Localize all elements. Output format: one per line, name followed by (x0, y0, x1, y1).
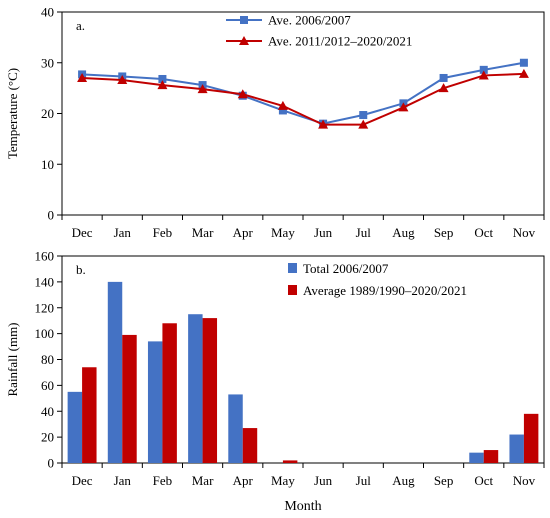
data-point-series-1 (359, 111, 368, 120)
rainfall-y-axis-title: Rainfall (mm) (5, 322, 20, 396)
x-tick-label: May (271, 225, 295, 240)
bar-series-1 (67, 391, 83, 463)
rainfall-panel-label: b. (76, 262, 86, 277)
data-point-series-2 (398, 102, 409, 112)
x-tick-label: Sep (434, 473, 454, 488)
data-point-series-2 (318, 119, 329, 129)
data-point-series-1 (439, 73, 448, 82)
legend-label-series-2: Average 1989/1990–2020/2021 (303, 283, 467, 298)
bar-series-2 (282, 460, 298, 463)
data-point-series-2 (438, 83, 449, 93)
temperature-panel-label: a. (76, 18, 85, 33)
rainfall-panel: b. Rainfall (mm) 0 20 40 60 80 100 120 140 160 D… (5, 249, 545, 514)
x-tick-label: Jun (314, 225, 333, 240)
rainfall-y-ticks: 0 20 40 60 80 100 120 140 160 (35, 249, 62, 471)
bar-series-1 (469, 452, 484, 463)
x-tick-label: Aug (392, 225, 415, 240)
bar-series-2 (202, 318, 218, 463)
x-tick-label: Feb (153, 473, 173, 488)
data-point-series-1 (158, 74, 167, 83)
temperature-x-ticks: Dec Jan Feb Mar Apr May Jun Jul Aug Sep Oct Nov (61, 215, 545, 240)
bar-series-2 (82, 367, 97, 463)
x-tick-label: Feb (153, 225, 173, 240)
data-point-series-2 (157, 80, 168, 90)
x-tick-label: Sep (434, 225, 454, 240)
rainfall-x-axis-title: Month (284, 499, 321, 514)
y-tick-label: 20 (41, 106, 54, 121)
x-tick-label: Nov (513, 225, 536, 240)
y-tick-label: 40 (41, 404, 54, 419)
x-tick-label: May (271, 473, 295, 488)
x-tick-label: Jul (356, 473, 372, 488)
x-tick-label: Jan (114, 225, 132, 240)
bar-series-2 (483, 450, 499, 463)
x-tick-label: Jul (356, 225, 372, 240)
y-tick-label: 40 (41, 5, 54, 20)
data-point-series-2 (117, 75, 128, 85)
x-tick-label: Dec (72, 225, 93, 240)
series-line-1 (82, 61, 525, 125)
y-tick-label: 160 (35, 249, 55, 264)
x-tick-label: Apr (233, 225, 254, 240)
x-tick-label: Dec (72, 473, 93, 488)
temperature-legend: Ave. 2006/2007 Ave. 2011/2012–2020/2021 (226, 13, 412, 49)
data-point-series-1 (479, 65, 488, 74)
bar-series-1 (147, 341, 163, 463)
rainfall-x-ticks: Dec Jan Feb Mar Apr May Jun Jul Aug Sep Oct Nov (61, 463, 545, 488)
data-point-series-1 (519, 58, 528, 67)
y-tick-label: 10 (41, 157, 54, 172)
data-point-series-2 (358, 119, 369, 129)
bar-series-2 (523, 413, 539, 463)
data-point-series-1 (278, 106, 287, 115)
legend-marker-series-1 (240, 16, 248, 24)
temperature-y-ticks: 0 10 20 30 40 (41, 5, 62, 223)
legend-label-series-1: Total 2006/2007 (303, 261, 389, 276)
data-point-series-2 (197, 84, 208, 94)
x-tick-label: Mar (192, 225, 214, 240)
data-point-series-2 (478, 70, 489, 80)
x-tick-label: Nov (513, 473, 536, 488)
legend-swatch-series-2 (288, 285, 297, 295)
legend-swatch-series-1 (288, 263, 297, 273)
data-point-series-2 (237, 89, 248, 99)
y-tick-label: 30 (41, 55, 54, 70)
bar-series-1 (228, 394, 243, 463)
bar-series-1 (509, 434, 524, 463)
legend-label-series-1: Ave. 2006/2007 (268, 13, 351, 28)
x-tick-label: Oct (474, 473, 493, 488)
bar-series-2 (162, 323, 177, 463)
temperature-panel: a. Temperature (°C) 0 10 20 30 40 Dec Jan Feb M… (5, 5, 545, 240)
y-tick-label: 0 (48, 208, 55, 223)
x-tick-label: Oct (474, 225, 493, 240)
x-tick-label: Jun (314, 473, 333, 488)
x-tick-label: Jan (114, 473, 132, 488)
y-tick-label: 120 (35, 300, 55, 315)
legend-label-series-2: Ave. 2011/2012–2020/2021 (268, 34, 412, 49)
x-tick-label: Aug (392, 473, 415, 488)
rainfall-legend: Total 2006/2007 Average 1989/1990–2020/2… (288, 261, 467, 298)
temperature-series (77, 58, 529, 129)
series-line-2 (82, 72, 524, 126)
y-tick-label: 60 (41, 378, 54, 393)
bar-series-2 (122, 334, 137, 463)
y-tick-label: 140 (35, 274, 55, 289)
rainfall-bars (67, 281, 539, 463)
y-tick-label: 0 (48, 456, 55, 471)
bar-series-1 (107, 281, 123, 463)
data-point-series-2 (518, 68, 529, 78)
data-point-series-2 (77, 72, 88, 82)
x-tick-label: Apr (233, 473, 254, 488)
legend-marker-series-2 (239, 36, 249, 45)
y-tick-label: 80 (41, 352, 54, 367)
bar-series-2 (242, 428, 258, 463)
x-tick-label: Mar (192, 473, 214, 488)
data-point-series-2 (277, 100, 288, 110)
y-tick-label: 20 (41, 430, 54, 445)
y-tick-label: 100 (35, 326, 55, 341)
bar-series-1 (188, 314, 203, 463)
temperature-y-axis-title: Temperature (°C) (5, 68, 20, 159)
